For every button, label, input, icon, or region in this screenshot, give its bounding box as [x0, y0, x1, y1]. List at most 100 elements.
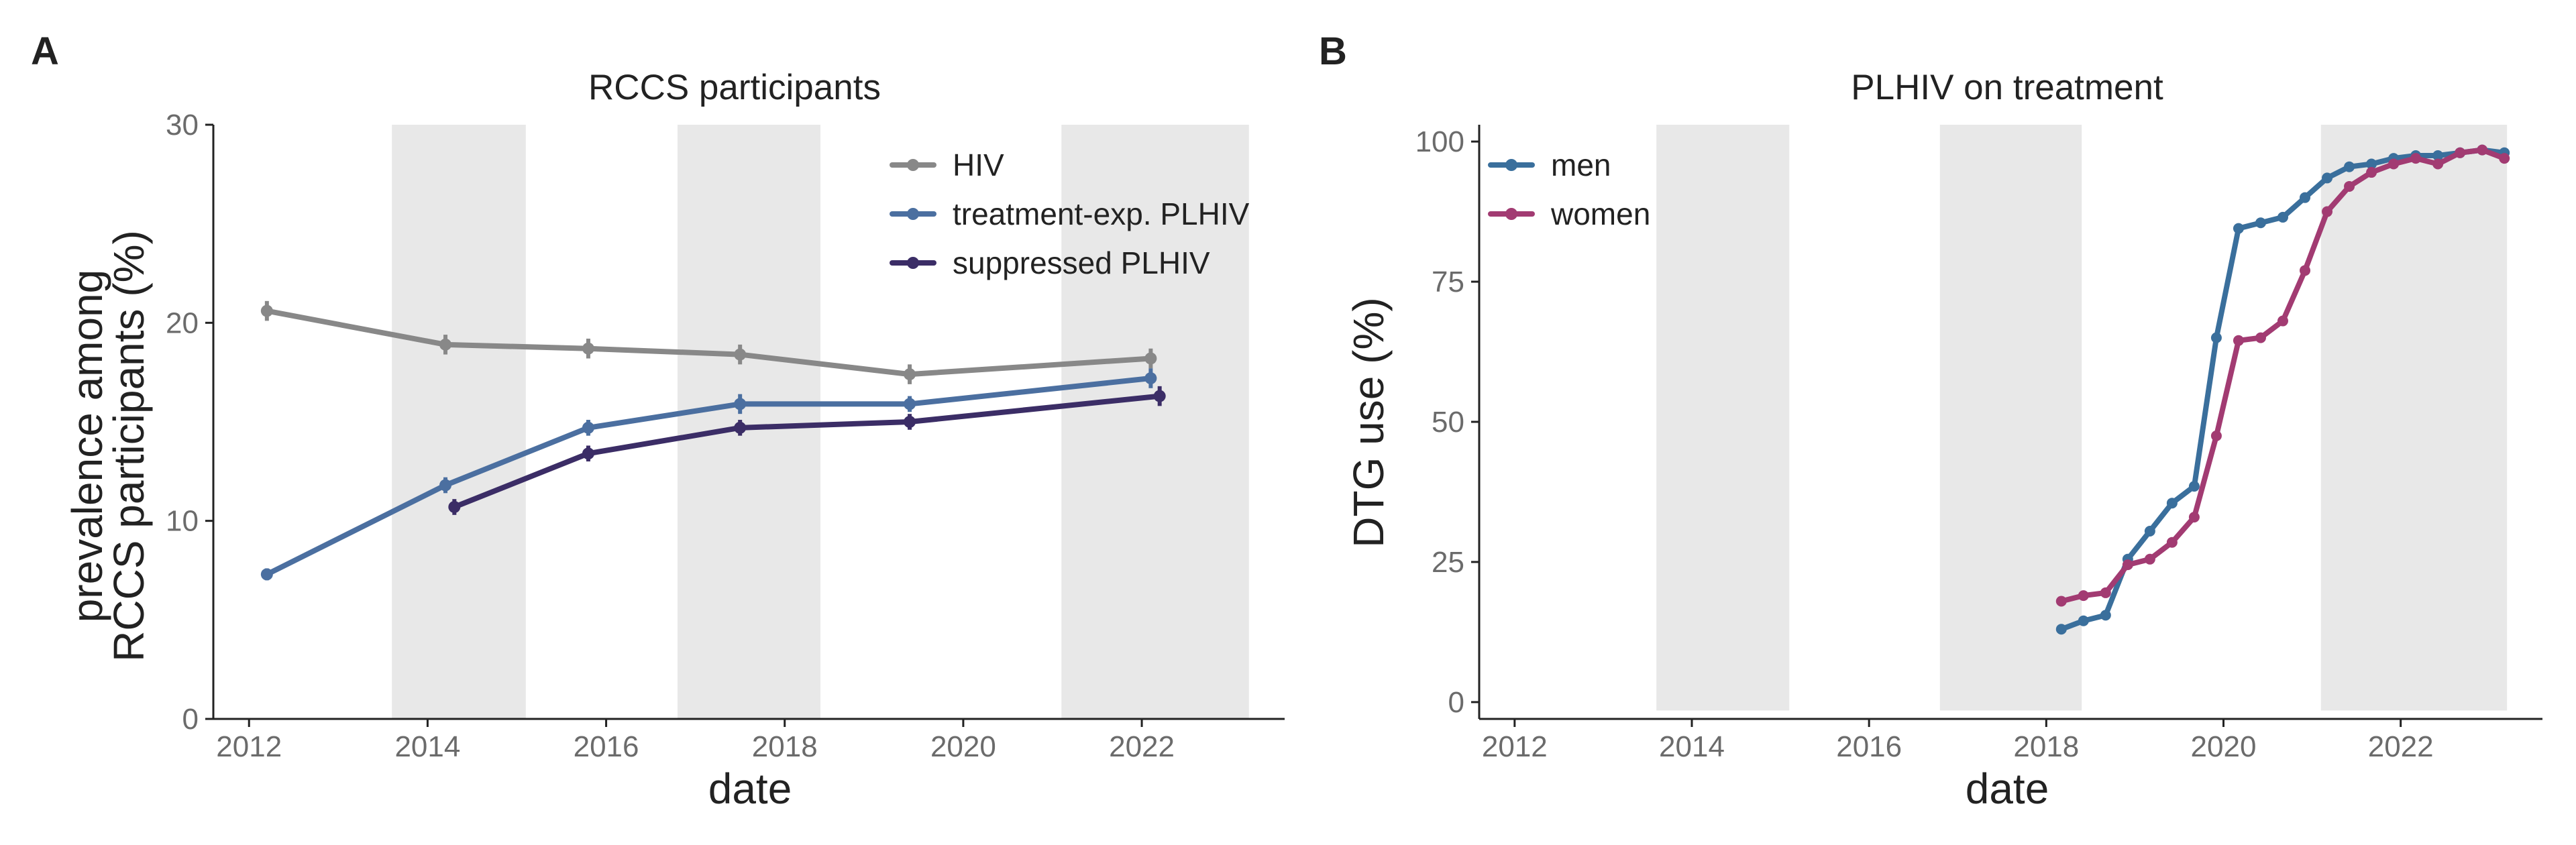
- y-tick-label: 100: [1415, 125, 1464, 158]
- legend-label: suppressed PLHIV: [953, 245, 1210, 280]
- data-point: [1144, 352, 1157, 365]
- legend-item: women: [1488, 196, 1650, 231]
- data-point: [582, 447, 594, 460]
- data-point: [582, 342, 594, 355]
- legend-swatch-point: [1505, 208, 1517, 220]
- data-point: [904, 368, 916, 381]
- x-tick-label: 2022: [1109, 730, 1175, 763]
- data-point: [2233, 223, 2244, 234]
- panel-a-title: RCCS participants: [588, 68, 881, 107]
- data-point: [2277, 211, 2288, 223]
- data-point: [448, 500, 461, 513]
- data-point: [2078, 590, 2089, 602]
- data-point: [2122, 559, 2133, 571]
- x-tick-label: 2018: [2013, 730, 2079, 763]
- x-tick-label: 2012: [1482, 730, 1548, 763]
- legend-swatch-point: [907, 159, 919, 171]
- panel-a-axes: 2012 2014 2016 2018 2020 2022 0 10 20 30: [166, 109, 1285, 763]
- legend-label: treatment-exp. PLHIV: [953, 196, 1250, 231]
- data-point: [439, 479, 452, 492]
- data-point: [734, 398, 747, 410]
- data-point: [2366, 158, 2377, 170]
- data-point: [2188, 512, 2200, 523]
- panel-a-ylabel-line1: prevalence among: [63, 270, 111, 623]
- y-tick-label: 50: [1432, 406, 1464, 439]
- data-point: [2055, 596, 2067, 607]
- data-point: [2344, 161, 2355, 172]
- data-point: [2255, 332, 2266, 343]
- panel-b-title: PLHIV on treatment: [1851, 68, 2163, 107]
- data-point: [2300, 192, 2311, 203]
- data-point: [439, 338, 452, 351]
- x-tick-label: 2016: [574, 730, 639, 763]
- data-point: [2300, 265, 2311, 276]
- panel-a-ylabel-line2: RCCS participants (%): [105, 230, 153, 662]
- panel-a-xlabel: date: [708, 765, 792, 813]
- shaded-period-0: [1656, 125, 1790, 711]
- series-women: [2055, 144, 2510, 607]
- x-tick-label: 2014: [394, 730, 460, 763]
- data-point: [2344, 180, 2355, 192]
- data-point: [2388, 158, 2400, 170]
- data-point: [734, 348, 747, 361]
- y-tick-label: 30: [166, 109, 199, 142]
- data-point: [904, 398, 916, 410]
- data-point: [904, 416, 916, 428]
- panel-b-ylabel: DTG use (%): [1344, 297, 1393, 547]
- data-point: [2410, 153, 2422, 164]
- data-point: [2144, 525, 2155, 537]
- shaded-period-0: [392, 125, 526, 719]
- data-point: [2166, 537, 2178, 548]
- series-suppressed-plhiv: [448, 386, 1166, 515]
- panel-a-shaded-periods: [392, 125, 1249, 719]
- series-line: [264, 308, 1154, 378]
- x-tick-label: 2020: [930, 730, 996, 763]
- panel-a-letter: A: [31, 30, 59, 73]
- panel-b-letter: B: [1319, 30, 1347, 73]
- x-tick-label: 2016: [1836, 730, 1902, 763]
- panel-a-legend: HIV treatment-exp. PLHIV suppressed PLHIV: [890, 148, 1250, 280]
- panel-b-xlabel: date: [1966, 765, 2049, 813]
- data-point: [260, 568, 273, 581]
- panel-b-series: [2055, 144, 2510, 635]
- y-tick-label: 25: [1432, 546, 1464, 579]
- data-point: [2166, 498, 2178, 509]
- legend-item: HIV: [890, 148, 1004, 182]
- data-point: [2233, 335, 2244, 346]
- x-tick-label: 2018: [752, 730, 818, 763]
- y-tick-label: 0: [182, 703, 199, 736]
- series-men: [2055, 144, 2510, 635]
- data-point: [2366, 167, 2377, 178]
- panel-a-series: [260, 300, 1166, 581]
- data-point: [2210, 332, 2222, 343]
- series-treatment-exp-plhiv: [260, 368, 1157, 581]
- x-tick-label: 2022: [2368, 730, 2434, 763]
- legend-swatch-point: [907, 208, 919, 220]
- data-point: [2144, 553, 2155, 565]
- data-point: [2432, 150, 2444, 161]
- data-point: [1153, 390, 1166, 402]
- legend-item: treatment-exp. PLHIV: [890, 196, 1250, 231]
- data-point: [2055, 624, 2067, 635]
- legend-swatch-point: [1505, 159, 1517, 171]
- legend-label: HIV: [953, 148, 1004, 182]
- data-point: [2100, 610, 2111, 621]
- shaded-period-1: [1939, 125, 2082, 711]
- x-tick-label: 2020: [2191, 730, 2257, 763]
- data-point: [2322, 206, 2333, 217]
- panel-b-shaded-periods: [1656, 125, 2508, 711]
- panel-b-axes: 2012 2014 2016 2018 2020 2022 0 25 50 75 100: [1415, 125, 2542, 763]
- x-tick-label: 2012: [216, 730, 282, 763]
- data-point: [2188, 481, 2200, 492]
- panel-a: A RCCS participants prevalence among RCC…: [31, 30, 1285, 813]
- shaded-period-2: [2320, 125, 2508, 711]
- y-tick-label: 0: [1448, 686, 1464, 719]
- data-point: [2477, 144, 2488, 156]
- shaded-period-2: [1061, 125, 1249, 719]
- y-tick-label: 20: [166, 306, 199, 339]
- data-point: [2277, 315, 2288, 327]
- data-point: [2255, 217, 2266, 229]
- data-point: [582, 421, 594, 434]
- data-point: [2455, 147, 2466, 158]
